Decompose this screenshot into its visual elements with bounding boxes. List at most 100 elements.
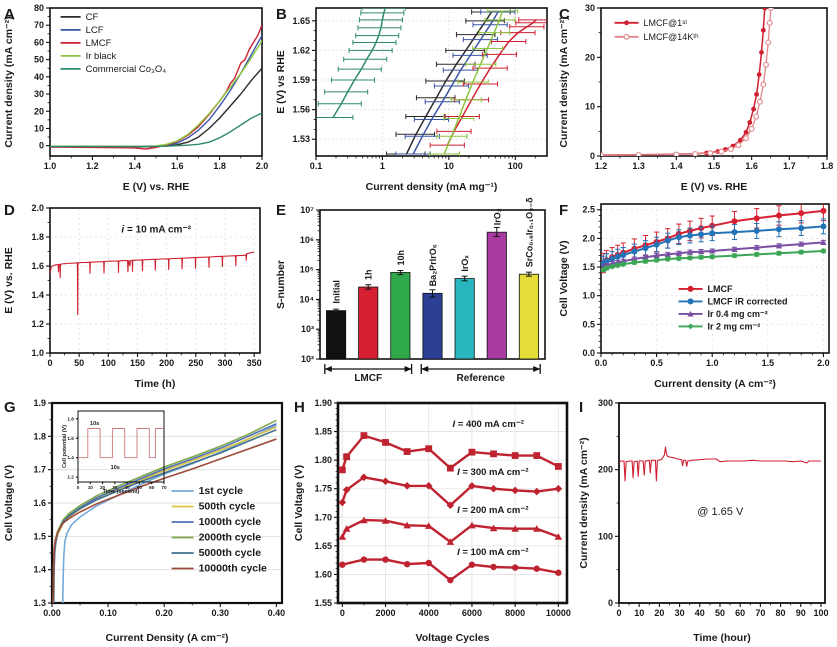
svg-text:60: 60 [34,37,44,47]
svg-text:10000th cycle: 10000th cycle [199,563,267,575]
chart-canvas-B: 0.1 1 10 100 1.53 1.56 1.59 1.62 1.65 Current den… [275,6,548,193]
svg-text:100: 100 [813,608,828,618]
svg-text:@ 1.65 V: @ 1.65 V [697,506,744,518]
svg-text:1.85: 1.85 [314,427,332,437]
svg-text:0: 0 [616,608,621,618]
svg-text:30: 30 [34,89,44,99]
svg-text:Cell potential (V): Cell potential (V) [62,425,68,468]
svg-text:I = 200 mA cm⁻²: I = 200 mA cm⁻² [457,505,528,516]
svg-text:H: H [294,399,305,416]
svg-text:1.65: 1.65 [314,541,332,551]
panel-A: 1.0 1.2 1.4 1.6 1.8 2.0 0 10 20 30 40 50 60 70 80 CF LCF… [0,0,272,196]
svg-text:100: 100 [508,161,523,171]
svg-text:1.6: 1.6 [31,261,44,271]
svg-text:250: 250 [188,358,203,368]
svg-text:2.0: 2.0 [817,358,830,368]
svg-text:Current density (mA mg⁻¹): Current density (mA mg⁻¹) [366,181,498,193]
svg-text:2.0: 2.0 [31,203,44,213]
svg-text:1.7: 1.7 [33,465,46,475]
panel-E: 10² 10³ 10⁴ 10⁵ 10⁶ 10⁷ Initial 1h 10h Ba₂PrIrO₆ I… [272,196,555,393]
svg-text:70: 70 [34,20,44,30]
svg-text:0: 0 [39,141,44,151]
svg-text:i = 10 mA cm⁻²: i = 10 mA cm⁻² [121,225,191,236]
svg-text:10³: 10³ [301,324,314,334]
svg-text:0: 0 [590,151,595,161]
svg-text:D: D [4,202,15,219]
svg-text:0: 0 [608,598,613,608]
svg-text:E (V) vs. RHE: E (V) vs. RHE [3,247,15,314]
svg-text:10: 10 [34,123,44,133]
svg-text:I = 400 mA cm⁻²: I = 400 mA cm⁻² [453,419,524,430]
svg-text:Ir 0.4 mg cm⁻²: Ir 0.4 mg cm⁻² [708,309,768,319]
svg-text:4000: 4000 [419,608,439,618]
svg-text:B: B [276,6,287,23]
svg-text:10000: 10000 [546,608,571,618]
svg-text:1.0: 1.0 [44,161,57,171]
svg-text:10: 10 [88,485,94,490]
svg-text:1.55: 1.55 [314,598,332,608]
svg-text:50: 50 [74,358,84,368]
svg-text:Current Density (A cm⁻²): Current Density (A cm⁻²) [105,632,228,644]
svg-text:10⁶: 10⁶ [300,235,314,245]
svg-text:1.8: 1.8 [821,161,834,171]
svg-text:1: 1 [380,161,385,171]
svg-text:40: 40 [695,608,705,618]
svg-text:0.00: 0.00 [43,608,61,618]
svg-text:E (V) vs RHE: E (V) vs RHE [275,50,287,114]
svg-text:1.7: 1.7 [783,161,796,171]
svg-text:0.1: 0.1 [310,161,323,171]
svg-text:I = 100 mA cm⁻²: I = 100 mA cm⁻² [457,547,528,558]
svg-text:70: 70 [755,608,765,618]
panel-D: 0 50 100 150 200 250 300 350 1.0 1.2 1.4 1.6 1.8 2.0 i… [0,196,272,393]
svg-text:300: 300 [217,358,232,368]
svg-text:A: A [4,6,15,23]
panel-C: 1.2 1.3 1.4 1.5 1.6 1.7 1.8 0 10 20 30 LMCF@1ˢᵗ LMCF… [555,0,837,196]
svg-text:I: I [579,399,583,416]
svg-text:30: 30 [585,3,595,13]
panel-I: 0 10 20 30 40 50 60 70 80 90 100 0 100 200 300 @ 1.65 V… [575,393,837,647]
svg-text:Current density (mA cm⁻²): Current density (mA cm⁻²) [3,16,15,147]
svg-text:60: 60 [735,608,745,618]
svg-text:1.90: 1.90 [314,398,332,408]
chart-canvas-C: 1.2 1.3 1.4 1.5 1.6 1.7 1.8 0 10 20 30 LMCF@1ˢᵗ LMCF… [558,3,834,193]
svg-text:1st cycle: 1st cycle [199,485,244,497]
svg-text:F: F [559,202,568,219]
svg-text:100: 100 [598,531,613,541]
chart-canvas-G: 0.00 0.10 0.20 0.30 0.40 1.3 1.4 1.5 1.6 1.7 1.8 1.… [3,398,285,644]
svg-text:40: 40 [34,72,44,82]
svg-text:G: G [4,399,16,416]
svg-text:LMCF iR corrected: LMCF iR corrected [708,297,788,307]
svg-text:10: 10 [444,161,454,171]
svg-text:1.2: 1.2 [86,161,99,171]
panel-F: 0.0 0.5 1.0 1.5 2.0 0.0 0.5 1.0 1.5 2.0 2.5 LMCF LMC… [555,196,837,393]
svg-text:10⁵: 10⁵ [300,265,314,275]
svg-text:1.70: 1.70 [314,512,332,522]
svg-text:Time (hour): Time (hour) [693,632,751,644]
svg-text:1.8: 1.8 [33,431,46,441]
svg-text:0.30: 0.30 [212,608,230,618]
panel-H: 0 2000 4000 6000 8000 10000 1.55 1.60 1.65 1.70 1.… [290,393,575,647]
svg-text:10: 10 [585,102,595,112]
svg-text:1.8: 1.8 [31,232,44,242]
svg-text:1.65: 1.65 [292,16,310,26]
svg-text:Cell Voltage (V): Cell Voltage (V) [3,465,15,541]
svg-text:80: 80 [776,608,786,618]
svg-text:2.0: 2.0 [582,233,595,243]
svg-text:2.5: 2.5 [582,205,595,215]
svg-text:1.6: 1.6 [171,161,184,171]
svg-text:1.4: 1.4 [31,290,44,300]
svg-text:30: 30 [675,608,685,618]
svg-text:LMCF: LMCF [708,284,733,294]
chart-canvas-F: 0.0 0.5 1.0 1.5 2.0 0.0 0.5 1.0 1.5 2.0 2.5 LMCF LMC… [558,202,830,390]
svg-text:10⁴: 10⁴ [300,294,314,304]
svg-text:LMCF: LMCF [354,373,382,384]
svg-text:5000th cycle: 5000th cycle [199,547,262,559]
svg-text:1.5: 1.5 [708,161,721,171]
svg-text:1.56: 1.56 [292,105,310,115]
svg-text:LMCF@14Kᵗʰ: LMCF@14Kᵗʰ [644,32,700,42]
svg-text:20: 20 [585,52,595,62]
svg-text:1.59: 1.59 [292,75,310,85]
svg-text:0.5: 0.5 [582,319,595,329]
svg-text:1.9: 1.9 [33,398,46,408]
svg-text:0.20: 0.20 [155,608,173,618]
